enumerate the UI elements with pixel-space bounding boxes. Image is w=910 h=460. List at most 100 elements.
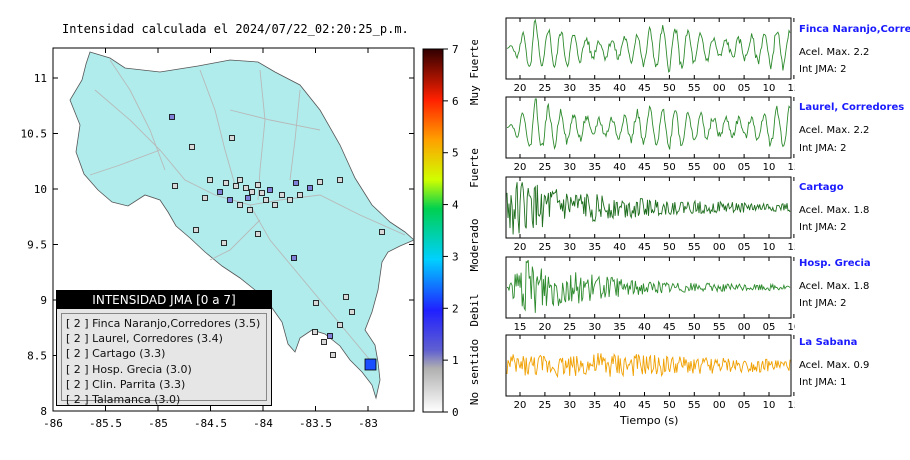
station-marker: [223, 180, 229, 186]
lat-tick-label: 8: [40, 405, 47, 418]
station-marker: [221, 240, 227, 246]
colorbar: 7 6 5 4 3 2 1 0 Muy Fuerte Fuerte Moderado Debil No…: [422, 40, 481, 419]
lat-tick-label: 9.5: [27, 239, 47, 252]
waveform-tick-label: 10: [763, 400, 776, 411]
panel-station-name: Hosp. Grecia: [799, 258, 871, 269]
station-marker: [202, 195, 208, 201]
waveform-trace: [506, 98, 791, 151]
station-marker: [287, 197, 293, 203]
panel-accel: Acel. Max. 2.2: [799, 125, 870, 136]
waveform-tick-label: 50: [663, 83, 676, 94]
waveform-tick-label: 40: [613, 242, 626, 253]
colorbar-tick-label: 0: [452, 406, 459, 419]
waveform-panels: 20 25 30 35 40 45 50 55 00 05 10 15 20 25 30 35 40 45 50 55…: [505, 17, 795, 411]
waveform-tick-label: 15: [788, 83, 795, 94]
colorbar-level-label: Muy Fuerte: [468, 40, 481, 105]
intensity-legend: INTENSIDAD JMA [0 a 7] [ 2 ] Finca Naran…: [56, 290, 272, 406]
station-marker: [172, 183, 178, 189]
waveform-tick-label: 30: [563, 242, 576, 253]
station-marker: [193, 227, 199, 233]
colorbar-gradient: [422, 48, 444, 413]
station-marker: [259, 190, 265, 196]
station-marker: [207, 177, 213, 183]
colorbar-level-label: Fuerte: [468, 148, 481, 188]
waveform-trace: [506, 18, 791, 73]
lat-tick-label: 10.5: [21, 128, 48, 141]
lat-tick-label: 9: [40, 294, 47, 307]
lon-tick-label: -86: [43, 417, 63, 430]
waveform-tick-label: 55: [688, 400, 701, 411]
station-marker: [245, 195, 251, 201]
station-marker: [189, 144, 195, 150]
legend-list: [ 2 ] Finca Naranjo,Corredores (3.5) [ 2…: [61, 313, 267, 406]
waveform-tick-label: 05: [738, 242, 751, 253]
waveform-tick-label: 45: [638, 162, 651, 173]
waveform-tick-label: 30: [563, 83, 576, 94]
time-axis-label: Tiempo (s): [620, 414, 679, 427]
lon-tick-label: -85.5: [89, 417, 122, 430]
waveform-tick-label: 25: [539, 83, 552, 94]
station-marker: [217, 189, 223, 195]
station-marker: [255, 182, 261, 188]
colorbar-level-label: Debil: [468, 293, 481, 326]
waveform-tick-label: 45: [638, 242, 651, 253]
legend-item: [ 2 ] Talamanca (3.0): [66, 392, 181, 406]
station-marker: [249, 189, 255, 195]
waveform-tick-label: 25: [539, 400, 552, 411]
colorbar-level-label: Moderado: [468, 219, 481, 272]
waveform-tick-label: 50: [663, 162, 676, 173]
station-marker: [169, 114, 175, 120]
lon-tick-label: -83: [358, 417, 378, 430]
colorbar-tick-label: 7: [452, 43, 459, 56]
station-marker: [307, 185, 313, 191]
legend-item: [ 2 ] Hosp. Grecia (3.0): [66, 362, 192, 376]
station-marker: [312, 329, 318, 335]
waveform-tick-label: 20: [539, 322, 552, 333]
waveform-tick-label: 30: [588, 322, 601, 333]
waveform-tick-label: 15: [788, 400, 795, 411]
station-marker: [229, 135, 235, 141]
waveform-tick-label: 05: [738, 400, 751, 411]
station-marker: [227, 197, 233, 203]
colorbar-tick-label: 5: [452, 147, 459, 160]
station-marker: [313, 300, 319, 306]
legend-item: [ 2 ] Clin. Parrita (3.3): [66, 377, 186, 391]
waveform-tick-label: 30: [563, 162, 576, 173]
waveform-tick-label: 20: [514, 242, 527, 253]
waveform-panel: 20 25 30 35 40 45 50 55 00 05 10 15: [505, 17, 795, 94]
lon-tick-label: -85: [148, 417, 168, 430]
waveform-trace: [506, 353, 791, 379]
waveform-tick-label: 25: [563, 322, 576, 333]
waveform-frame: [505, 96, 792, 159]
waveform-tick-label: 00: [713, 400, 726, 411]
waveform-tick-label: 15: [514, 322, 527, 333]
panel-station-name: Cartago: [799, 182, 844, 193]
waveform-tick-label: 10: [763, 162, 776, 173]
country-shape: [69, 51, 415, 400]
panel-station-name: Finca Naranjo,Corredores: [799, 24, 910, 35]
waveform-tick-label: 45: [663, 322, 676, 333]
station-marker: [293, 180, 299, 186]
station-markers: [169, 114, 385, 371]
lat-tick-label: 8.5: [27, 350, 47, 363]
legend-item: [ 2 ] Finca Naranjo,Corredores (3.5): [66, 317, 261, 330]
legend-item: [ 2 ] Cartago (3.3): [66, 347, 166, 361]
waveform-tick-label: 20: [514, 83, 527, 94]
waveform-tick-label: 35: [588, 242, 601, 253]
waveform-panel: 20 25 30 35 40 45 50 55 00 05 10 15: [505, 96, 795, 173]
waveform-panel: 20 25 30 35 40 45 50 55 00 05 10 15: [505, 334, 795, 411]
station-marker: [330, 352, 336, 358]
waveform-tick-label: 45: [638, 83, 651, 94]
panel-station-name: La Sabana: [799, 337, 858, 348]
waveform-tick-label: 50: [663, 400, 676, 411]
waveform-tick-label: 45: [638, 400, 651, 411]
colorbar-tick-label: 4: [452, 199, 459, 212]
panel-accel: Acel. Max. 2.2: [799, 47, 870, 58]
waveform-tick-label: 40: [613, 162, 626, 173]
waveform-tick-label: 00: [738, 322, 751, 333]
station-marker: [272, 202, 278, 208]
waveform-panel: 15 20 25 30 35 40 45 50 55 00 05 10: [505, 256, 795, 333]
legend-item: [ 2 ] Laurel, Corredores (3.4): [66, 332, 223, 346]
panel-accel: Acel. Max. 1.8: [799, 205, 870, 216]
waveform-tick-label: 35: [588, 162, 601, 173]
